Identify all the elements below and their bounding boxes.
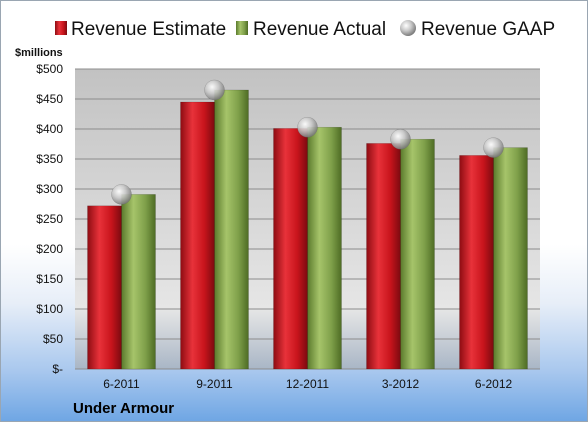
bar-revenue-estimate: [459, 155, 494, 370]
bar-revenue-estimate: [180, 101, 215, 370]
marker-revenue-gaap: [297, 116, 318, 138]
x-tick-label: 6-2012: [475, 377, 513, 391]
legend-swatch-revenue-estimate: [55, 21, 67, 35]
marker-revenue-gaap: [204, 79, 225, 101]
legend-label-revenue-actual: Revenue Actual: [253, 19, 386, 40]
bar-revenue-estimate: [273, 128, 308, 370]
y-tick-label: $400: [36, 122, 63, 136]
y-tick-label: $150: [36, 272, 63, 286]
legend-swatch-revenue-actual: [236, 21, 248, 35]
bar-revenue-estimate: [366, 143, 401, 370]
bar-revenue-actual: [400, 138, 435, 370]
company-label: Under Armour: [73, 400, 174, 417]
marker-revenue-gaap: [111, 184, 132, 205]
legend-label-revenue-estimate: Revenue Estimate: [71, 19, 226, 40]
y-axis-ticks: $- $50 $100 $150 $200 $250 $300 $350 $400 $450 $50…: [36, 62, 63, 376]
unit-label: $millions: [15, 47, 63, 59]
x-tick-label: 6-2011: [103, 377, 140, 391]
y-tick-label: $-: [52, 362, 63, 376]
x-tick-label: 12-2011: [286, 377, 329, 391]
y-tick-label: $50: [43, 332, 63, 346]
bar-revenue-actual: [493, 147, 528, 370]
legend: Revenue Estimate Revenue Actual Revenue …: [55, 19, 555, 40]
gaap-markers: [111, 79, 504, 205]
bar-revenue-actual: [214, 89, 249, 370]
x-axis-labels: 6-2011 9-2011 12-2011 3-2012 6-2012: [103, 377, 512, 391]
legend-marker-revenue-gaap: [400, 20, 416, 36]
x-tick-label: 9-2011: [196, 377, 233, 391]
bar-revenue-estimate: [87, 205, 122, 370]
y-tick-label: $100: [36, 302, 63, 316]
y-tick-label: $250: [36, 212, 63, 226]
x-tick-label: 3-2012: [382, 377, 420, 391]
y-tick-label: $500: [36, 62, 63, 76]
bar-revenue-actual: [121, 194, 156, 370]
y-tick-label: $350: [36, 152, 63, 166]
marker-revenue-gaap: [483, 137, 504, 158]
marker-revenue-gaap: [390, 128, 411, 150]
y-tick-label: $450: [36, 92, 63, 106]
y-tick-label: $200: [36, 242, 63, 256]
legend-label-revenue-gaap: Revenue GAAP: [421, 19, 555, 40]
y-tick-label: $300: [36, 182, 63, 196]
bar-revenue-actual: [307, 126, 342, 370]
bars: [87, 89, 528, 370]
